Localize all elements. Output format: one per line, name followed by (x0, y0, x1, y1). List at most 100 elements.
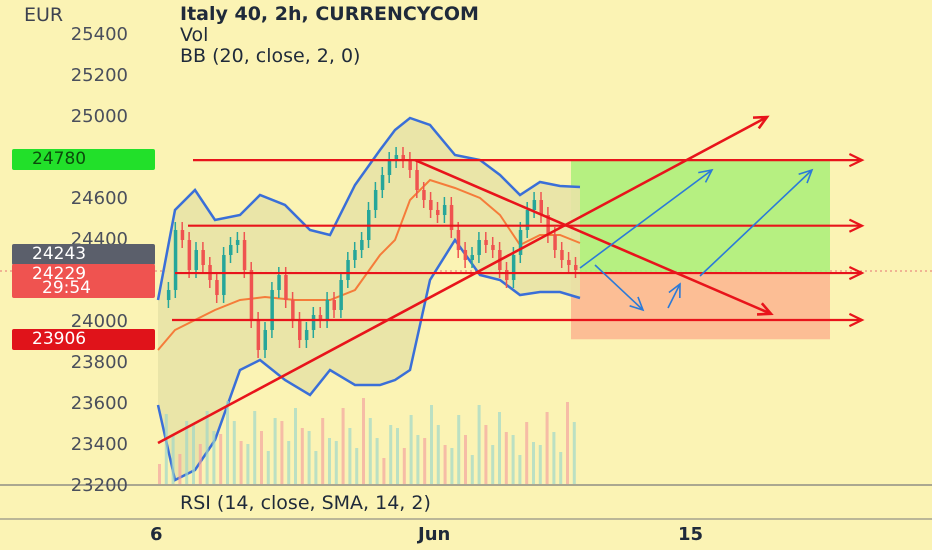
candle-body (229, 245, 233, 255)
candle-body (194, 250, 198, 270)
price-badge-stop: 23906 (12, 329, 155, 350)
resistance-line-head (848, 153, 865, 168)
candle-body (463, 250, 468, 260)
projection-arrow-up-1 (579, 169, 713, 269)
candle-body (484, 240, 488, 245)
candle-body (511, 255, 516, 280)
candle-body (242, 240, 247, 270)
projection-arrow-up-2-head (798, 168, 814, 184)
candle-body (505, 270, 509, 280)
profit-zone (571, 160, 830, 274)
candle-body (187, 240, 192, 270)
volume-bar (382, 458, 386, 484)
candle-body (539, 200, 543, 215)
entry-line-head (848, 265, 865, 281)
candle-body (311, 315, 316, 330)
candle-body (574, 265, 578, 270)
volume-bar (430, 405, 433, 484)
volume-bar (348, 428, 352, 484)
volume-bar (450, 448, 454, 484)
ascending-trendline-head (752, 115, 770, 130)
candle-body (394, 155, 399, 160)
currency-label: EUR (24, 4, 64, 26)
candle-body (284, 275, 288, 300)
volume-bar (266, 451, 270, 484)
volume-bar (226, 401, 229, 484)
volume-bar (436, 425, 440, 484)
volume-bars (158, 398, 576, 484)
volume-bar (178, 454, 182, 484)
volume-bar (491, 445, 495, 484)
candle-body (325, 300, 330, 320)
lower-band (156, 237, 581, 482)
chart-legend: Italy 40, 2h, CURRENCYCOM Vol BB (20, cl… (180, 4, 479, 67)
y-tick-label: 25400 (71, 24, 128, 45)
volume-bar (396, 428, 399, 484)
chart-title: Italy 40, 2h, CURRENCYCOM (180, 3, 479, 25)
candle-body (277, 275, 281, 290)
descending-trendline-head (756, 302, 774, 316)
volume-bar (260, 431, 263, 484)
candle-body (339, 280, 343, 310)
volume-bar (443, 445, 447, 484)
volume-bar (328, 438, 331, 484)
volume-bar (423, 438, 427, 484)
volume-bar (504, 432, 508, 484)
volume-bar (294, 408, 297, 484)
volume-bar (212, 431, 216, 484)
candle-body (222, 255, 226, 295)
candle-body (318, 315, 323, 320)
x-tick-jun: Jun (418, 524, 451, 545)
candle-body (456, 230, 461, 250)
volume-bar (321, 418, 325, 484)
candle-body (291, 300, 295, 320)
volume-bar (198, 444, 202, 484)
support-line-head (848, 312, 865, 328)
candle-body (429, 200, 433, 210)
price-badge-gray: 24243 (12, 244, 155, 265)
y-tick-label: 25200 (71, 65, 128, 86)
candle-body (180, 230, 185, 240)
volume-bar (559, 452, 563, 484)
candle-body (380, 175, 385, 190)
volume-bar (457, 415, 461, 484)
y-tick-label: 23200 (71, 475, 128, 496)
volume-bar (287, 441, 291, 484)
candle-body (436, 210, 440, 215)
volume-bar (158, 464, 161, 484)
candle-body (353, 250, 357, 260)
volume-bar (566, 402, 569, 484)
volume-bar (511, 435, 515, 484)
projection-arrow-down (594, 264, 644, 311)
candle-body (415, 170, 419, 190)
candle-body (387, 160, 392, 175)
volume-bar (185, 421, 189, 484)
candle-body (373, 190, 378, 210)
rsi-legend: RSI (14, close, SMA, 14, 2) (180, 492, 431, 514)
volume-bar (280, 421, 284, 484)
volume-bar (355, 448, 359, 484)
candle-body (449, 205, 454, 230)
candle-body (270, 290, 274, 330)
bollinger-bands (156, 116, 581, 482)
volume-bar (219, 434, 223, 484)
candle-body (298, 320, 302, 340)
volume-bar (368, 418, 372, 484)
volume-bar (464, 435, 467, 484)
candle-body (249, 270, 254, 320)
y-tick-label: 23600 (71, 393, 128, 414)
trend-drawings (157, 115, 865, 445)
volume-bar (307, 431, 311, 484)
volume-bar (171, 434, 175, 484)
volume-bar (192, 424, 195, 484)
candle-body (263, 330, 267, 350)
rsi-pane[interactable] (0, 487, 932, 519)
volume-bar (341, 408, 345, 484)
upper-band (156, 116, 581, 301)
y-tick-label: 24600 (71, 188, 128, 209)
volume-bar (552, 432, 556, 484)
projection-arrow-down-head (629, 296, 645, 312)
volume-bar (498, 412, 501, 484)
candle-body (470, 255, 474, 260)
volume-bar (532, 442, 535, 484)
